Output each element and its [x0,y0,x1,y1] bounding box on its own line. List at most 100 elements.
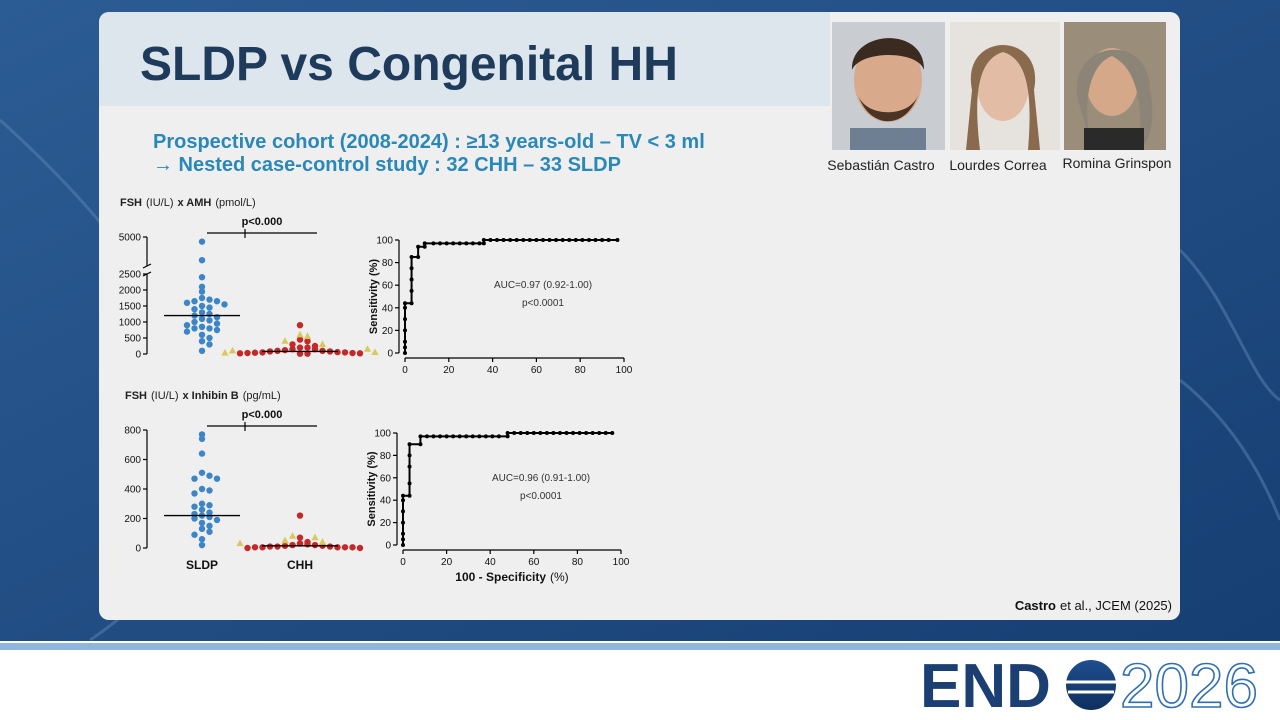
data-point [505,434,510,439]
data-point [554,238,559,242]
y-tick-label: 40 [380,496,392,507]
data-point [597,431,602,435]
y-tick-label: 20 [382,326,394,337]
citation-source: et al., JCEM (2025) [1060,598,1172,613]
data-point [206,513,213,521]
author-name: Sebastián Castro [827,157,935,173]
data-point [304,344,311,351]
roc-curve [404,239,618,353]
y-tick-label: 0 [385,541,391,552]
citation: Castro et al., JCEM (2025) [1015,598,1172,613]
data-point [228,346,237,354]
data-point [198,535,206,543]
data-point [444,434,449,439]
data-point [213,320,221,327]
data-point [557,431,562,435]
data-point [416,244,421,249]
annotation: AUC=0.97 (0.92-1.00) [494,280,592,291]
y-axis-label: Sensitivity (%) [368,259,380,335]
data-point [206,341,213,348]
data-point [590,431,595,435]
data-point [303,332,312,339]
data-point [560,238,565,242]
data-point [191,531,198,538]
x-tick-label: 40 [485,557,497,568]
data-point [266,543,274,550]
data-point [418,442,423,447]
data-point [457,241,462,246]
p-value: p<0.000 [242,409,283,421]
data-point [525,431,530,435]
data-point [538,431,543,435]
logo-brand: END [920,652,1051,720]
data-point [403,301,407,306]
y-tick-label: 400 [124,485,141,496]
logo-year: 2026 [1120,652,1258,720]
data-point [281,346,289,354]
data-point [296,322,304,329]
data-point [213,298,221,305]
data-point [206,304,213,311]
data-point [514,238,519,242]
x-tick-label: 60 [528,557,540,568]
y-axis-label: Sensitivity (%) [366,451,378,527]
y-tick-label: 200 [124,514,141,525]
data-point [407,442,412,447]
data-point [527,238,532,242]
data-point [296,330,304,338]
data-point [571,431,576,435]
data-point [615,238,620,242]
data-point [431,241,436,246]
data-point [198,283,206,290]
author-name: Lourdes Correa [949,157,1046,173]
data-point [401,493,405,498]
data-point [593,238,598,242]
data-point [281,536,289,544]
data-point [407,453,412,458]
data-point [501,238,506,242]
x-tick-label: 80 [572,557,584,568]
data-point [606,238,611,242]
data-point [407,481,412,486]
y-tick-label: 0 [135,544,141,555]
data-point [610,431,615,435]
x-tick-label: 0 [402,365,408,376]
data-point [403,345,407,350]
slide-panel [99,12,1180,620]
title-part: x Inhibin B [183,390,239,402]
data-point [198,485,206,493]
data-point [481,241,486,246]
data-point [206,472,213,479]
data-point [547,238,552,242]
data-point [198,469,206,476]
subtitle-line: Prospective cohort (2008-2024) : ≥13 yea… [153,131,705,153]
data-point [481,238,486,242]
author-name: Romina Grinspon [1063,155,1172,171]
data-point [483,434,488,439]
data-point [296,344,304,351]
data-point [401,520,405,525]
chart-title: FSH (IU/L) x Inhibin B (pg/mL) [125,390,281,402]
data-point [198,302,206,310]
data-point [198,309,206,316]
y-tick-label: 1000 [119,318,142,329]
data-point [409,266,414,271]
charts: FSH (IU/L) x AMH (pmol/L)050010001500200025… [119,197,633,584]
data-point [296,512,304,519]
data-point [198,338,206,345]
data-point [213,516,221,524]
logo: END 2026 [920,651,1259,720]
data-point [206,528,213,535]
y-tick-label: 800 [124,426,141,437]
x-tick-label: 40 [487,365,499,376]
data-point [213,475,221,482]
data-point [464,434,469,439]
data-point [496,434,501,439]
data-point [451,241,456,246]
data-point [311,541,319,549]
data-point [206,296,213,303]
data-point [198,541,206,549]
y-tick-label: 2000 [119,286,142,297]
